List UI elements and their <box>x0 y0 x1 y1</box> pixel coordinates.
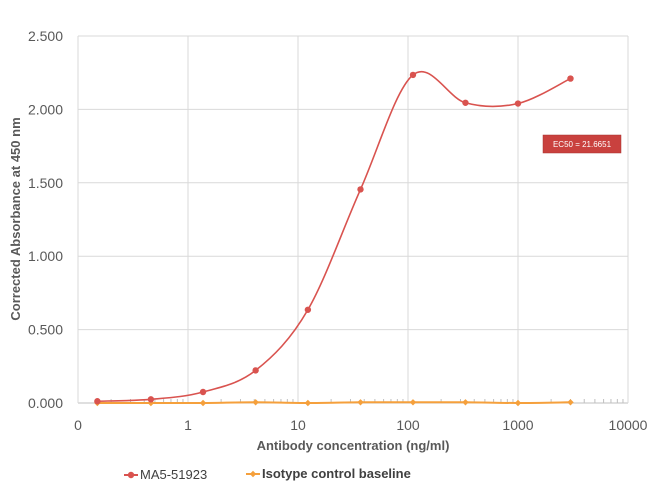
data-point-ma5-51923 <box>147 396 155 403</box>
y-axis-title: Corrected Absorbance at 450 nm <box>8 117 23 320</box>
data-point-ma5-51923 <box>252 367 259 374</box>
legend-marker <box>127 471 135 479</box>
x-tick-label: 1000 <box>502 417 533 433</box>
data-point-isotype-control <box>462 399 469 406</box>
ec50-box <box>542 134 622 154</box>
x-tick-labels: 0 1 10 100 1000 10000 <box>74 417 648 433</box>
x-tick-label: 1 <box>184 417 192 433</box>
data-point-isotype-control <box>357 399 364 406</box>
legend: MA5-51923 Isotype control baseline <box>124 466 411 482</box>
x-tick-label: 10 <box>290 417 306 433</box>
data-point-ma5-51923 <box>409 71 417 79</box>
x-axis-title: Antibody concentration (ng/ml) <box>257 438 450 453</box>
x-tick-label: 100 <box>396 417 420 433</box>
data-point-isotype-control <box>304 399 312 407</box>
data-point-isotype-control <box>409 399 417 406</box>
series-line-ma5-51923 <box>97 71 571 403</box>
grid <box>77 35 629 404</box>
y-tick-label: 1.000 <box>28 248 63 264</box>
y-tick-label: 1.500 <box>28 175 63 191</box>
legend-item-isotype-control: Isotype control baseline <box>246 466 411 481</box>
legend-marker <box>249 470 257 478</box>
y-tick-label: 2.000 <box>28 101 63 117</box>
x-tick-label: 10000 <box>609 417 648 433</box>
legend-label: Isotype control baseline <box>262 466 411 481</box>
data-point-isotype-control <box>199 399 207 407</box>
y-tick-label: 0.000 <box>28 395 63 411</box>
y-tick-label: 0.500 <box>28 322 63 338</box>
data-point-isotype-control <box>567 399 574 406</box>
data-point-isotype-control <box>514 399 522 407</box>
data-point-isotype-control <box>252 399 259 406</box>
data-point-ma5-51923 <box>199 388 207 396</box>
ec50-label: EC50 = 21.6651 <box>553 140 612 149</box>
data-point-ma5-51923 <box>462 99 469 106</box>
ec50-annotation: EC50 = 21.6651 <box>542 134 622 154</box>
data-point-ma5-51923 <box>514 100 522 107</box>
data-point-ma5-51923 <box>304 306 312 313</box>
y-tick-label: 2.500 <box>28 28 63 44</box>
data-point-ma5-51923 <box>357 186 364 193</box>
x-tick-label: 0 <box>74 417 82 433</box>
legend-label: MA5-51923 <box>140 467 207 482</box>
data-point-ma5-51923 <box>94 398 101 405</box>
series-line-isotype-control <box>97 401 571 405</box>
series-group <box>94 71 574 407</box>
data-point-ma5-51923 <box>567 75 574 82</box>
y-tick-labels: 0.000 0.500 1.000 1.500 2.000 2.500 <box>28 28 63 411</box>
legend-item-ma5-51923: MA5-51923 <box>124 467 207 482</box>
